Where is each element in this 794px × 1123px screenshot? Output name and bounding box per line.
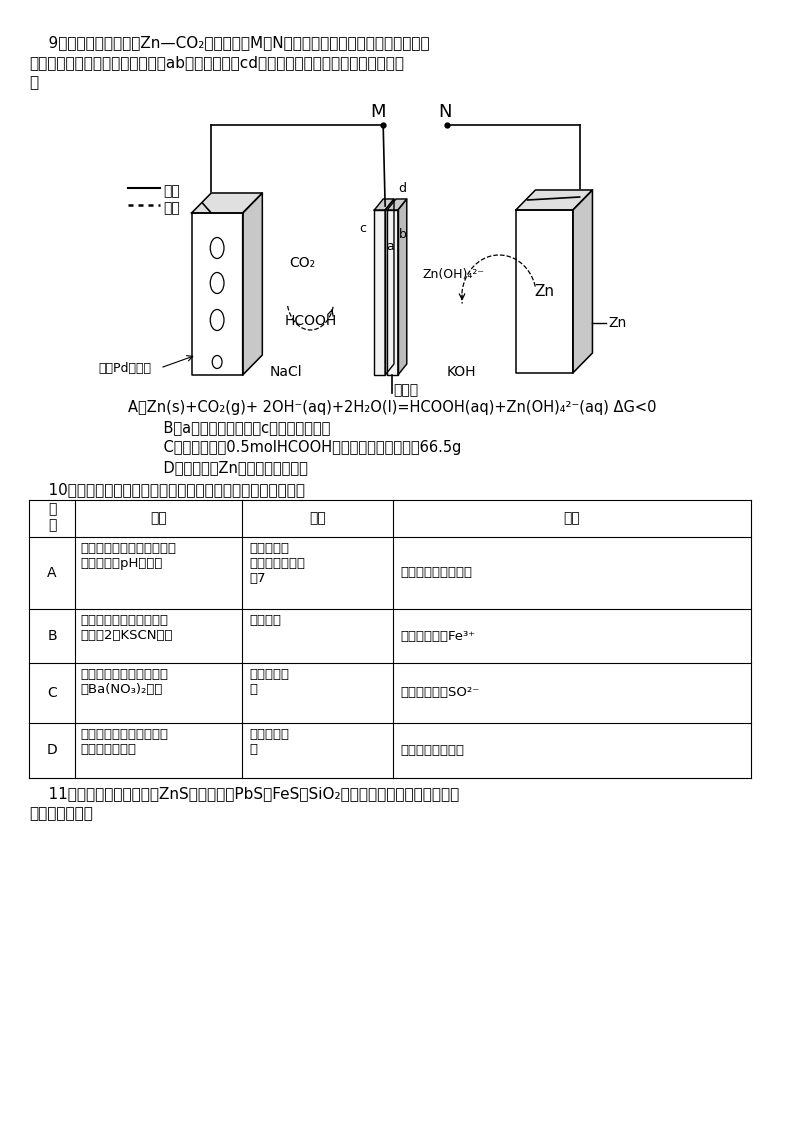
Text: 充电: 充电 xyxy=(163,201,180,214)
Polygon shape xyxy=(387,199,407,210)
Text: C．当左室合成0.5molHCOOH时，右室溶液质量变化66.5g: C．当左室合成0.5molHCOOH时，右室溶液质量变化66.5g xyxy=(145,440,462,455)
Text: 该气体可能是乙烯: 该气体可能是乙烯 xyxy=(401,745,464,757)
Text: 该醋酸钠溶液呈中性: 该醋酸钠溶液呈中性 xyxy=(401,566,473,579)
Text: 向某溶液中滴入盐酸酸化
的Ba(NO₃)₂溶液: 向某溶液中滴入盐酸酸化 的Ba(NO₃)₂溶液 xyxy=(80,668,168,696)
Text: Zn: Zn xyxy=(608,316,626,330)
Text: D: D xyxy=(47,743,57,758)
Text: c: c xyxy=(360,222,367,235)
Text: 是: 是 xyxy=(29,75,39,90)
Text: Zn(OH)₄²⁻: Zn(OH)₄²⁻ xyxy=(422,268,484,281)
Text: 选
项: 选 项 xyxy=(48,502,56,532)
Text: Zn: Zn xyxy=(534,283,554,299)
Text: 10．下列实验操做、现象及相应结论均正确且有因果关系的是: 10．下列实验操做、现象及相应结论均正确且有因果关系的是 xyxy=(29,482,306,497)
Text: D．充电时，Zn极处发生还原反应: D．充电时，Zn极处发生还原反应 xyxy=(145,460,308,475)
Text: d: d xyxy=(398,182,406,195)
Ellipse shape xyxy=(210,237,224,258)
Text: 原溶液中含有SO²⁻: 原溶液中含有SO²⁻ xyxy=(401,686,480,700)
Text: B: B xyxy=(48,629,57,643)
Text: N: N xyxy=(438,103,452,121)
Text: 实验: 实验 xyxy=(150,511,167,526)
Text: HCOOH: HCOOH xyxy=(285,314,337,328)
Text: NaCl: NaCl xyxy=(270,365,303,378)
Text: 向某溶液中加入少许氯水
后再加2滴KSCN溶液: 向某溶液中加入少许氯水 后再加2滴KSCN溶液 xyxy=(80,614,173,642)
Polygon shape xyxy=(374,210,385,375)
Polygon shape xyxy=(374,199,394,210)
Text: 流程如图所示：: 流程如图所示： xyxy=(29,806,94,821)
Text: 产生白色沉
淀: 产生白色沉 淀 xyxy=(249,668,290,696)
Polygon shape xyxy=(516,190,592,210)
Text: 结论: 结论 xyxy=(564,511,580,526)
Ellipse shape xyxy=(210,310,224,330)
Text: CO₂: CO₂ xyxy=(289,256,315,270)
Polygon shape xyxy=(385,199,394,375)
Text: 现象: 现象 xyxy=(309,511,326,526)
Text: 两溶液均褪
色: 两溶液均褪 色 xyxy=(249,728,290,756)
Polygon shape xyxy=(398,199,407,375)
Polygon shape xyxy=(572,190,592,373)
Text: 双极膜: 双极膜 xyxy=(393,383,418,398)
Text: 9．一种新型水系可逆Zn—CO₂电池，其中M、N连接负载或直流电源，两个双极膜反: 9．一种新型水系可逆Zn—CO₂电池，其中M、N连接负载或直流电源，两个双极膜反 xyxy=(29,35,430,51)
Text: B．a为阳离子交换膜，c为阴离子交换膜: B．a为阳离子交换膜，c为阴离子交换膜 xyxy=(145,420,331,435)
Polygon shape xyxy=(191,213,243,375)
Text: b: b xyxy=(399,228,407,241)
Text: A: A xyxy=(48,566,57,579)
Text: 原溶液中含有Fe³⁺: 原溶液中含有Fe³⁺ xyxy=(401,630,476,642)
Text: 多孔Pd纳米片: 多孔Pd纳米片 xyxy=(98,362,151,374)
Text: 用玻璃棒蘸取醋酸钠溶液，
点在湿润的pH试纸上: 用玻璃棒蘸取醋酸钠溶液， 点在湿润的pH试纸上 xyxy=(80,542,176,570)
Ellipse shape xyxy=(210,273,224,293)
Text: KOH: KOH xyxy=(447,365,476,378)
Text: a: a xyxy=(386,240,394,253)
Text: 溶液变红: 溶液变红 xyxy=(249,614,282,627)
Text: C: C xyxy=(47,686,57,700)
Text: 11．某锌矿的主要成分为ZnS（还含少量PbS、FeS、SiO₂），以其为原料冶炼锌的工艺: 11．某锌矿的主要成分为ZnS（还含少量PbS、FeS、SiO₂），以其为原料冶… xyxy=(29,786,460,801)
Polygon shape xyxy=(516,210,572,373)
Text: 某气体分别通入溴水和酸
性高锰酸钾溶液: 某气体分别通入溴水和酸 性高锰酸钾溶液 xyxy=(80,728,168,756)
Polygon shape xyxy=(243,193,262,375)
Polygon shape xyxy=(191,193,262,213)
Text: 向放置并分隔正、负极室，放电时ab工作、充电时cd工作。如图所示。下列说法中错误的: 向放置并分隔正、负极室，放电时ab工作、充电时cd工作。如图所示。下列说法中错误… xyxy=(29,55,404,70)
Polygon shape xyxy=(387,210,398,375)
Text: M: M xyxy=(371,103,386,121)
Text: 试纸显色后
与比色卡对照接
近7: 试纸显色后 与比色卡对照接 近7 xyxy=(249,542,306,585)
Ellipse shape xyxy=(212,356,222,368)
Text: 放电: 放电 xyxy=(163,184,180,198)
Text: A．Zn(s)+CO₂(g)+ 2OH⁻(aq)+2H₂O(l)=HCOOH(aq)+Zn(OH)₄²⁻(aq) ΔG<0: A．Zn(s)+CO₂(g)+ 2OH⁻(aq)+2H₂O(l)=HCOOH(a… xyxy=(128,400,656,416)
